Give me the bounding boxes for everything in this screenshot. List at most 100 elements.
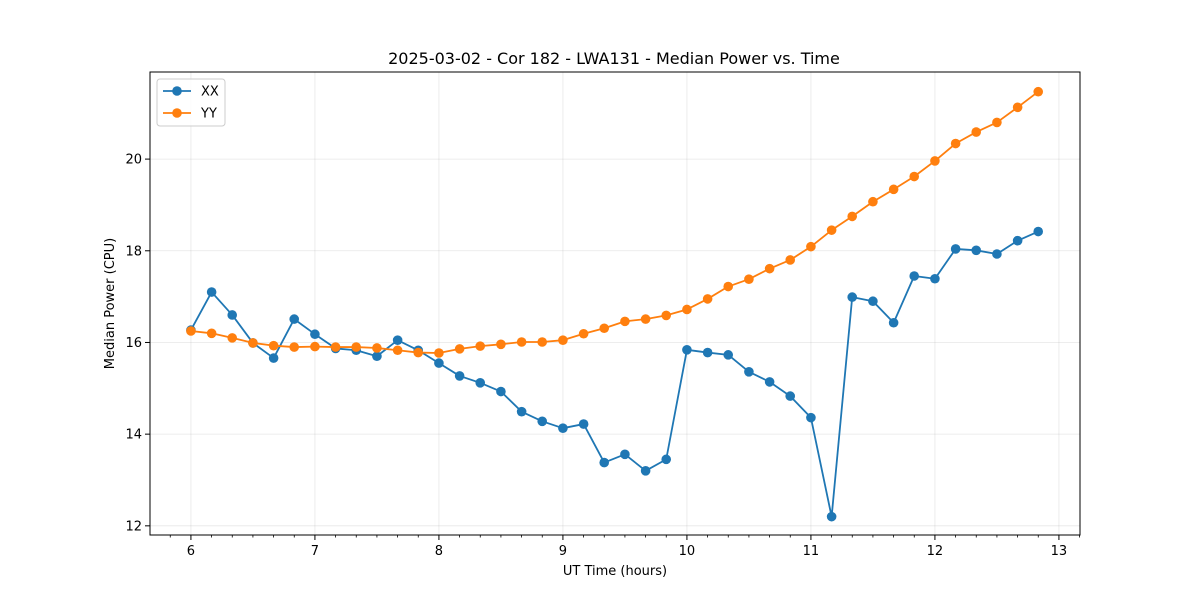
data-point-xx: [785, 391, 796, 401]
data-point-xx: [434, 358, 444, 368]
data-point-yy: [888, 184, 899, 195]
data-point-xx: [1012, 235, 1023, 246]
data-point-yy: [454, 344, 465, 354]
data-point-yy: [516, 337, 527, 347]
data-point-yy: [475, 341, 486, 351]
data-point-yy: [930, 156, 940, 166]
data-point-xx: [268, 353, 279, 363]
data-point-yy: [413, 347, 424, 358]
x-axis-label: UT Time (hours): [563, 564, 667, 579]
data-point-yy: [661, 310, 672, 321]
x-tick-label: 10: [679, 544, 696, 559]
data-point-yy: [1033, 86, 1044, 97]
data-point-yy: [434, 348, 444, 358]
data-point-yy: [206, 328, 217, 339]
data-point-yy: [1012, 102, 1023, 113]
data-point-xx: [702, 347, 713, 358]
data-point-yy: [289, 342, 300, 352]
data-point-xx: [992, 249, 1002, 259]
data-point-xx: [516, 406, 527, 417]
data-point-yy: [392, 345, 403, 356]
data-point-xx: [599, 457, 610, 468]
data-point-yy: [744, 274, 754, 285]
data-point-yy: [847, 211, 858, 222]
data-point-yy: [640, 314, 651, 324]
x-tick-label: 7: [311, 544, 319, 559]
data-point-xx: [950, 244, 961, 254]
data-point-yy: [950, 138, 961, 149]
series-layer: [186, 86, 1044, 522]
data-point-yy: [702, 294, 713, 304]
data-point-yy: [682, 304, 692, 315]
series-yy: [186, 86, 1044, 358]
data-point-yy: [268, 340, 279, 351]
data-point-yy: [537, 337, 548, 347]
data-point-xx: [475, 378, 486, 388]
axes: 6 7 8 9 10 11 12 13 12 14 16 18 20: [125, 153, 1080, 559]
x-tick-label: 9: [559, 544, 567, 559]
legend-marker-yy: [172, 108, 182, 118]
data-point-yy: [723, 281, 734, 292]
data-point-yy: [599, 323, 610, 334]
data-point-xx: [826, 511, 837, 522]
y-tick-label: 16: [125, 336, 142, 351]
y-tick-label: 14: [125, 428, 142, 443]
data-point-yy: [785, 255, 796, 265]
data-point-xx: [227, 310, 238, 320]
data-point-xx: [640, 466, 651, 476]
data-point-yy: [868, 196, 878, 207]
data-point-yy: [351, 342, 362, 352]
data-point-yy: [310, 341, 320, 352]
data-point-xx: [392, 335, 403, 345]
data-point-xx: [744, 367, 754, 377]
data-point-xx: [661, 454, 672, 465]
data-point-yy: [558, 335, 568, 345]
data-point-xx: [289, 314, 300, 324]
data-point-xx: [372, 351, 382, 362]
data-point-yy: [578, 328, 589, 339]
data-point-xx: [930, 273, 940, 284]
x-tick-label: 8: [435, 544, 443, 559]
data-point-xx: [682, 345, 692, 355]
data-point-xx: [909, 271, 920, 281]
data-point-yy: [971, 127, 982, 137]
data-point-xx: [578, 419, 589, 429]
data-point-xx: [496, 386, 506, 397]
data-point-yy: [186, 326, 196, 336]
data-point-xx: [723, 350, 734, 360]
data-point-yy: [806, 241, 816, 252]
plot-frame: [149, 71, 1081, 536]
x-tick-label: 12: [927, 544, 944, 559]
data-point-xx: [888, 317, 899, 328]
data-point-xx: [206, 287, 217, 297]
data-point-yy: [764, 263, 775, 274]
data-point-xx: [971, 245, 982, 256]
data-point-xx: [454, 371, 465, 381]
data-point-yy: [620, 316, 630, 327]
legend: XX YY: [156, 78, 226, 127]
grid-lines: [150, 72, 1080, 535]
x-tick-label: 6: [187, 544, 195, 559]
data-point-yy: [826, 225, 837, 235]
legend-label-yy: YY: [200, 107, 217, 122]
legend-label-xx: XX: [201, 85, 219, 100]
data-point-xx: [1033, 226, 1044, 237]
data-point-yy: [496, 339, 506, 350]
data-point-xx: [310, 329, 320, 340]
y-tick-label: 18: [125, 244, 142, 259]
data-point-yy: [227, 333, 238, 343]
data-point-xx: [558, 423, 568, 433]
y-tick-label: 12: [125, 519, 142, 534]
data-point-xx: [620, 449, 630, 460]
y-axis-label: Median Power (CPU): [103, 238, 118, 369]
y-tick-label: 20: [125, 153, 142, 168]
data-point-yy: [330, 342, 341, 352]
data-point-xx: [806, 412, 816, 423]
data-point-xx: [868, 296, 878, 307]
data-point-yy: [248, 338, 258, 348]
data-point-xx: [764, 377, 775, 387]
legend-marker-xx: [172, 86, 182, 96]
data-point-xx: [537, 416, 548, 427]
x-tick-label: 11: [803, 544, 820, 559]
